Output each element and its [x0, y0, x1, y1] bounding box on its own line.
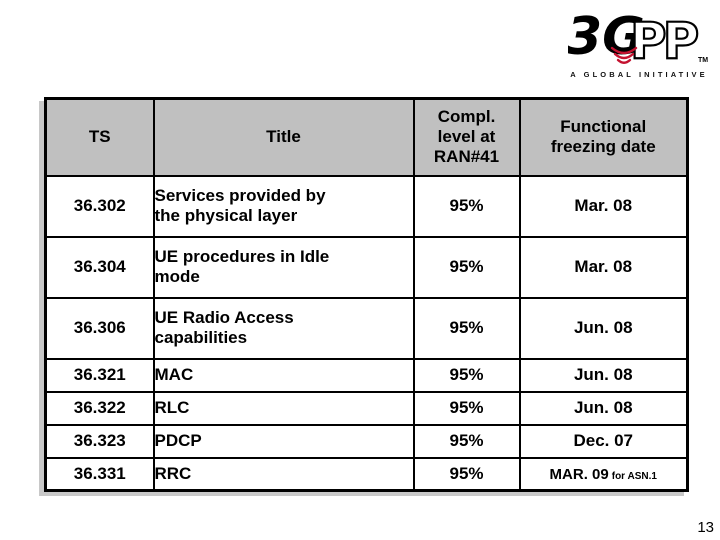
- ts-cell: 36.322: [44, 390, 155, 426]
- header-ts: TS: [44, 97, 155, 177]
- logo-tm-text: TM: [698, 57, 708, 64]
- logo-pp-text: PP: [630, 12, 698, 68]
- 3gpp-logo: 3G PP TM A GLOBAL INITIATIVE: [568, 6, 710, 79]
- ts-cell: 36.331: [44, 456, 155, 492]
- header-freezing-date: Functional freezing date: [518, 97, 689, 177]
- compl-cell: 95%: [412, 357, 521, 393]
- page-number: 13: [697, 519, 714, 536]
- compl-cell: 95%: [412, 235, 521, 299]
- logo-tagline: A GLOBAL INITIATIVE: [570, 70, 708, 79]
- title-cell: UE Radio Access capabilities: [152, 296, 415, 360]
- table-header-row: TS Title Compl. level at RAN#41 Function…: [44, 97, 689, 177]
- header-title: Title: [152, 97, 415, 177]
- date-cell: Mar. 08: [518, 235, 689, 299]
- ts-cell: 36.323: [44, 423, 155, 459]
- title-cell: RRC: [152, 456, 415, 492]
- ts-cell: 36.321: [44, 357, 155, 393]
- compl-cell: 95%: [412, 390, 521, 426]
- date-cell: Jun. 08: [518, 296, 689, 360]
- logo-signal-arcs-icon: [610, 46, 638, 64]
- ts-cell: 36.304: [44, 235, 155, 299]
- ts-cell: 36.302: [44, 174, 155, 238]
- table-row: 36.302 Services provided by the physical…: [44, 174, 689, 238]
- date-cell: Dec. 07: [518, 423, 689, 459]
- table-row: 36.323 PDCP 95% Dec. 07: [44, 423, 689, 459]
- date-cell: Jun. 08: [518, 357, 689, 393]
- table-row: 36.306 UE Radio Access capabilities 95% …: [44, 296, 689, 360]
- date-cell: Jun. 08: [518, 390, 689, 426]
- title-cell: PDCP: [152, 423, 415, 459]
- title-cell: MAC: [152, 357, 415, 393]
- title-cell: Services provided by the physical layer: [152, 174, 415, 238]
- table-row: 36.304 UE procedures in Idle mode 95% Ma…: [44, 235, 689, 299]
- spec-table-container: TS Title Compl. level at RAN#41 Function…: [44, 97, 689, 492]
- date-cell: Mar. 08: [518, 174, 689, 238]
- ts-cell: 36.306: [44, 296, 155, 360]
- compl-cell: 95%: [412, 423, 521, 459]
- header-compl-level: Compl. level at RAN#41: [412, 97, 521, 177]
- 3gpp-logo-icon: 3G PP TM: [568, 7, 708, 68]
- title-cell: UE procedures in Idle mode: [152, 235, 415, 299]
- logo-3g-text: 3G: [568, 7, 645, 67]
- table-row: 36.331 RRC 95% MAR. 09 for ASN.1: [44, 456, 689, 492]
- date-main-text: MAR. 09: [549, 465, 609, 483]
- compl-cell: 95%: [412, 296, 521, 360]
- date-note-text: for ASN.1: [611, 470, 657, 482]
- compl-cell: 95%: [412, 174, 521, 238]
- title-cell: RLC: [152, 390, 415, 426]
- spec-status-table: TS Title Compl. level at RAN#41 Function…: [44, 97, 689, 492]
- date-cell: MAR. 09 for ASN.1: [518, 456, 689, 492]
- table-row: 36.322 RLC 95% Jun. 08: [44, 390, 689, 426]
- table-row: 36.321 MAC 95% Jun. 08: [44, 357, 689, 393]
- compl-cell: 95%: [412, 456, 521, 492]
